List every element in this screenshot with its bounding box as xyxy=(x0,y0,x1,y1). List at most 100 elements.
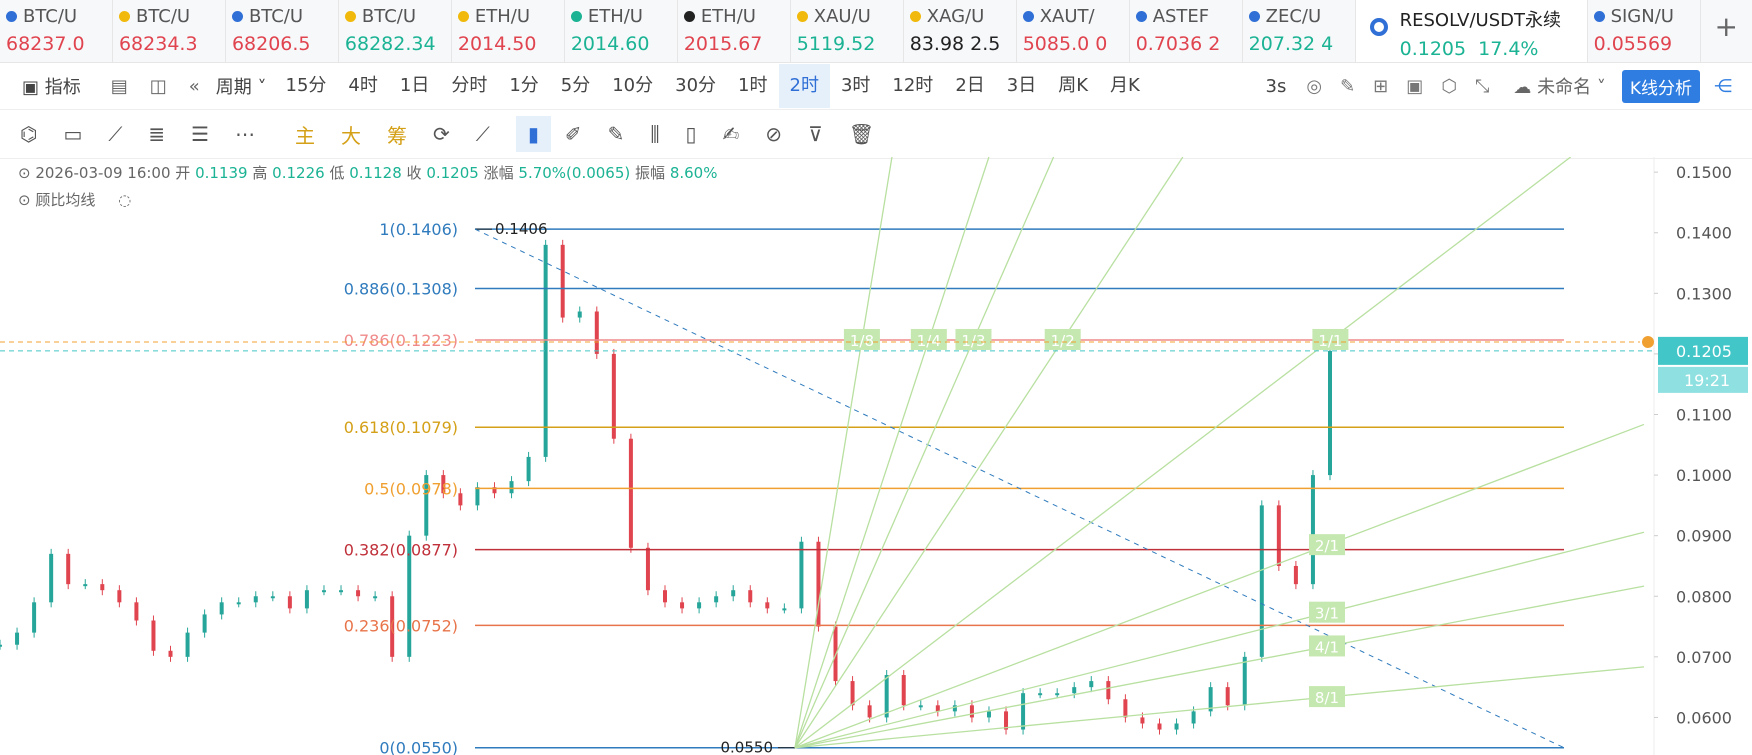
toolbar: ▣ 指标 ▤ ◫ « 周期 ˅ 15分 4时 1日 分时 1分 5分 10分 30分 1时 2时 3… xyxy=(0,63,1752,110)
info-panel: ⊙ 2026-03-09 16:00 开 0.1139 高 0.1226 低 0… xyxy=(18,160,717,214)
tab[interactable]: BTC/U 68206.5 xyxy=(226,0,339,62)
symbol: ETH/U xyxy=(474,6,531,27)
icon[interactable]: ◫ xyxy=(149,75,167,97)
main-tool[interactable]: 主 xyxy=(295,123,316,148)
tab-price: 2014.50 xyxy=(457,33,537,55)
interval[interactable]: 2时 xyxy=(778,64,830,108)
label: 高 xyxy=(252,164,268,182)
tab[interactable]: BTC/U 68282.34 xyxy=(339,0,452,62)
interval[interactable]: 5分 xyxy=(560,75,591,96)
big-tool[interactable]: 大 xyxy=(341,123,362,148)
high-marker: 0.1406 xyxy=(495,220,548,238)
tab-symbol: ETH/U xyxy=(457,6,564,27)
gann-label: 1/8 xyxy=(850,332,874,350)
analysis-button[interactable]: K线分析 xyxy=(1621,69,1700,103)
share[interactable]: ⋲ xyxy=(1714,75,1732,97)
candle xyxy=(867,705,872,718)
tab-icon xyxy=(1369,18,1388,36)
interval[interactable]: 10分 xyxy=(612,75,654,96)
tab[interactable]: ASTEF 0.7036 2 xyxy=(1130,0,1243,62)
active-tab[interactable]: RESOLV/USDT永续 0.1205 17.4% xyxy=(1355,0,1588,62)
symbol: XAU/U xyxy=(813,6,871,27)
period-button[interactable]: 周期 ˅ xyxy=(215,77,267,98)
candle xyxy=(1055,693,1060,696)
tab[interactable]: BTC/U 68237.0 xyxy=(0,0,113,62)
interval[interactable]: 3时 xyxy=(840,75,871,96)
value: 0.1128 xyxy=(349,164,402,182)
interval[interactable]: 1日 xyxy=(399,75,430,96)
interval[interactable]: 月K xyxy=(1110,75,1140,96)
interval[interactable]: 周K xyxy=(1058,75,1089,96)
fib-label: 0.236(0.0752) xyxy=(344,616,458,635)
interval[interactable]: 15分 xyxy=(285,75,327,96)
candle xyxy=(168,650,173,657)
icon[interactable]: ▤ xyxy=(110,75,128,97)
gann-label-box xyxy=(955,328,992,350)
interval[interactable]: 3日 xyxy=(1006,75,1037,96)
gann-label: 3/1 xyxy=(1315,605,1339,623)
eye-icon[interactable]: ◌ xyxy=(118,191,132,209)
interval[interactable]: 30分 xyxy=(675,75,717,96)
tab-icon xyxy=(909,11,921,22)
value: 0.1205 xyxy=(426,164,479,182)
layout[interactable]: ☁ 未命名 ˅ xyxy=(1513,77,1606,98)
gann-label: 1/2 xyxy=(1051,332,1075,350)
candle xyxy=(543,244,548,457)
add-tab[interactable]: + xyxy=(1714,10,1738,43)
interval[interactable]: 1分 xyxy=(509,75,539,96)
candle xyxy=(270,596,275,599)
draw-icons-2[interactable]: ⟳⟋ xyxy=(433,122,516,146)
tab-symbol: BTC/U xyxy=(344,6,451,27)
tab[interactable]: SIGN/U 0.05569 xyxy=(1588,0,1701,62)
gann-line xyxy=(794,585,1645,749)
candle xyxy=(1310,475,1315,585)
fib-label: 0.886(0.1308) xyxy=(344,279,458,298)
candle xyxy=(15,632,20,645)
last-price-box xyxy=(1658,336,1748,365)
interval[interactable]: 2日 xyxy=(955,75,985,96)
candle xyxy=(1004,711,1009,730)
tool-icons[interactable]: ◎✎⊞▣⬡⤡ xyxy=(1306,75,1508,97)
candle xyxy=(32,602,37,633)
tab[interactable]: ETH/U 2015.67 xyxy=(678,0,791,62)
draw-icons[interactable]: ⌬▭⟋≣☰⋯ xyxy=(20,122,282,146)
y-tick-label: 0.1500 xyxy=(1676,163,1732,182)
candle xyxy=(918,705,923,708)
bookmark-tool[interactable]: ▮ xyxy=(515,116,551,152)
tab[interactable]: ETH/U 2014.60 xyxy=(565,0,678,62)
interval[interactable]: 12时 xyxy=(892,75,934,96)
indicator-button[interactable]: ▣ 指标 xyxy=(22,77,81,98)
interval[interactable]: 分时 xyxy=(451,75,488,96)
symbol: XAG/U xyxy=(926,6,985,27)
interval[interactable]: 4时 xyxy=(348,75,378,96)
chips-tool[interactable]: 筹 xyxy=(387,123,408,148)
indicator-text: 指标 xyxy=(44,77,81,98)
tab[interactable]: XAUT/5085.0 0 xyxy=(1017,0,1130,62)
draw-icons-3[interactable]: ✐✎⫼▯✍⊘⊽🗑 xyxy=(564,122,901,146)
gann-label-box xyxy=(1309,601,1345,623)
gann-label: 8/1 xyxy=(1315,689,1339,707)
candle xyxy=(287,596,292,609)
interval[interactable]: 1时 xyxy=(738,75,768,96)
label: 低 xyxy=(329,164,345,182)
tab-icon xyxy=(570,11,582,22)
tab-symbol: ASTEF xyxy=(1135,6,1242,27)
candle xyxy=(1293,565,1298,585)
tab-icon xyxy=(6,11,17,22)
tab[interactable]: ZEC/U 207.32 4 xyxy=(1243,0,1356,62)
tab-price: 5119.52 xyxy=(796,33,876,55)
candle xyxy=(680,602,685,609)
refresh[interactable]: 3s xyxy=(1265,75,1287,97)
candle xyxy=(526,456,531,482)
gann-line xyxy=(794,157,893,748)
tab[interactable]: XAU/U 5119.52 xyxy=(791,0,904,62)
candle xyxy=(339,590,344,593)
tab[interactable]: XAG/U 83.98 2.5 xyxy=(904,0,1017,62)
tab[interactable]: BTC/U 68234.3 xyxy=(113,0,226,62)
candle xyxy=(1259,505,1264,657)
tab-symbol: BTC/U xyxy=(6,6,112,27)
icon[interactable]: « xyxy=(188,75,200,97)
candle xyxy=(1038,693,1043,696)
tab[interactable]: ETH/U 2014.50 xyxy=(452,0,565,62)
tab-symbol: BTC/U xyxy=(231,6,338,27)
